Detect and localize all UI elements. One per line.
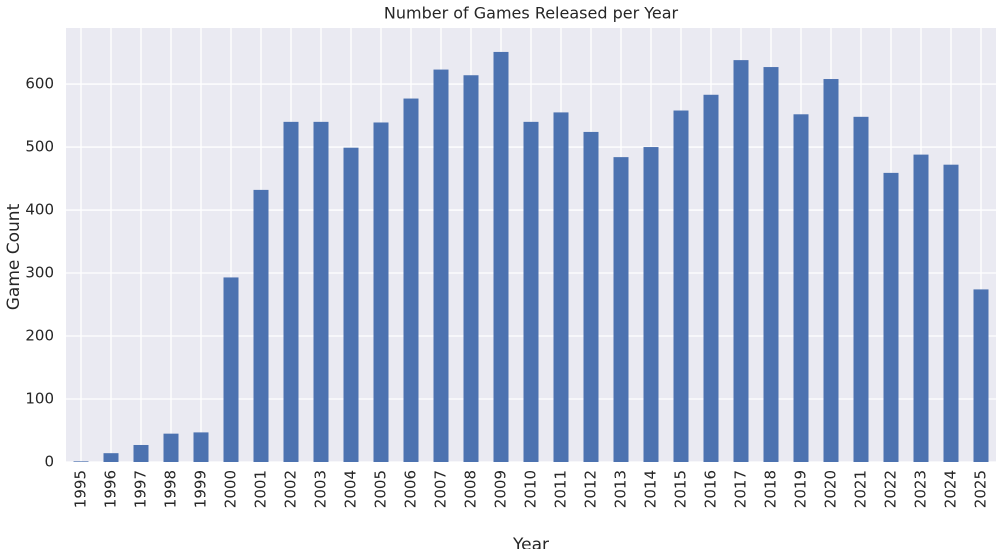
x-tick-label: 2000	[222, 470, 240, 508]
x-tick-label: 1999	[192, 470, 210, 508]
bar	[853, 116, 869, 462]
x-tick-label: 2003	[312, 470, 330, 508]
bar	[493, 51, 509, 463]
y-tick-label: 600	[25, 75, 54, 93]
x-tick-label: 1997	[132, 470, 150, 508]
x-tick-label: 2019	[792, 470, 810, 508]
x-tick-label: 2012	[582, 470, 600, 508]
bar	[883, 172, 899, 462]
bar	[343, 147, 359, 462]
y-tick-label: 400	[25, 201, 54, 219]
x-axis-label: Year	[512, 535, 549, 549]
bar	[283, 121, 299, 462]
x-tick-label: 2018	[762, 470, 780, 508]
bar	[163, 433, 179, 462]
y-tick-label: 200	[25, 327, 54, 345]
x-tick-label: 2017	[732, 470, 750, 508]
bar	[973, 289, 989, 462]
x-tick-label: 2014	[642, 470, 660, 508]
bar	[763, 67, 779, 462]
x-tick-label: 2004	[342, 470, 360, 508]
bar	[733, 60, 749, 462]
bar	[553, 112, 569, 463]
bar	[193, 432, 209, 462]
x-tick-label: 2006	[402, 470, 420, 508]
bar	[613, 157, 629, 463]
x-tick-label: 2021	[852, 470, 870, 508]
bar	[433, 69, 449, 462]
bar	[403, 98, 419, 463]
x-tick-label: 2015	[672, 470, 690, 508]
bar	[643, 147, 659, 463]
bar	[913, 154, 929, 463]
x-tick-label: 1996	[102, 470, 120, 508]
x-tick-label: 1995	[72, 470, 90, 508]
x-tick-label: 2005	[372, 470, 390, 508]
x-tick-label: 2011	[552, 470, 570, 508]
bar	[463, 75, 479, 463]
x-tick-label: 2008	[462, 470, 480, 508]
bar	[943, 164, 959, 462]
x-tick-label: 2016	[702, 470, 720, 508]
bar	[73, 461, 89, 462]
bar	[253, 189, 269, 462]
x-tick-label: 2022	[882, 470, 900, 508]
x-tick-label: 2002	[282, 470, 300, 508]
chart-title: Number of Games Released per Year	[384, 4, 679, 23]
bar	[703, 94, 719, 463]
bar	[583, 131, 599, 463]
bar	[793, 114, 809, 462]
x-tick-label: 2010	[522, 470, 540, 508]
bar	[673, 110, 689, 462]
x-tick-label: 2024	[942, 470, 960, 508]
y-tick-label: 0	[44, 453, 54, 471]
y-tick-label: 300	[25, 264, 54, 282]
bar	[103, 453, 119, 462]
x-tick-label: 2020	[822, 470, 840, 508]
bar	[373, 122, 389, 462]
x-tick-label: 2007	[432, 470, 450, 508]
y-tick-label: 100	[25, 390, 54, 408]
y-axis-label: Game Count	[4, 203, 24, 310]
bar	[313, 121, 329, 462]
x-tick-label: 2025	[972, 470, 990, 508]
x-tick-label: 2009	[492, 470, 510, 508]
bar	[823, 79, 839, 462]
x-tick-label: 2013	[612, 470, 630, 508]
x-tick-label: 2001	[252, 470, 270, 508]
x-tick-label: 1998	[162, 470, 180, 508]
bar	[523, 121, 539, 462]
bar	[223, 277, 239, 462]
bar	[133, 444, 149, 462]
y-tick-label: 500	[25, 138, 54, 156]
x-tick-label: 2023	[912, 470, 930, 508]
